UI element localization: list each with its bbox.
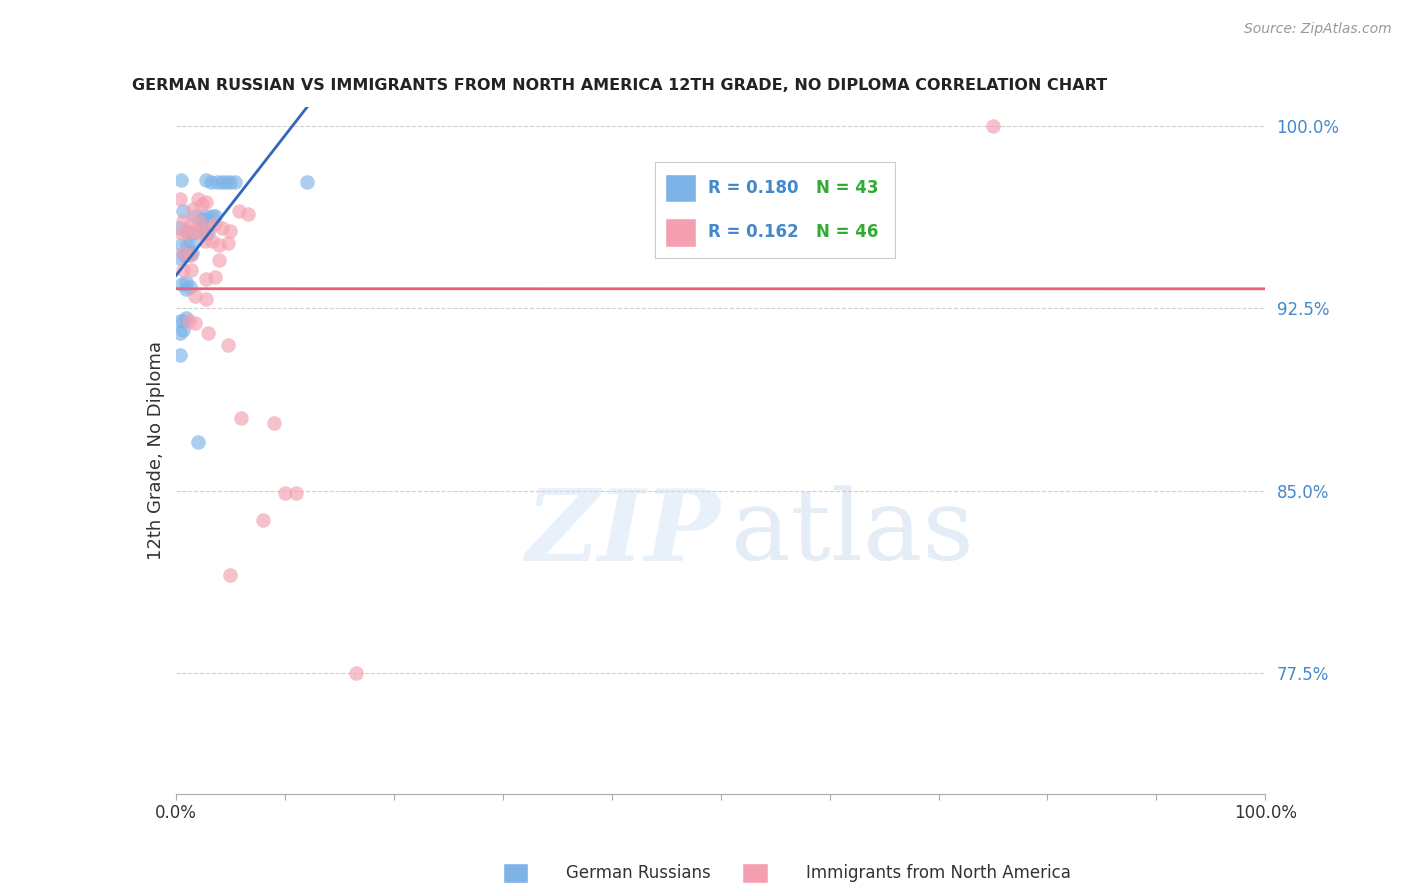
Point bbox=[204, 217, 226, 231]
Point bbox=[181, 245, 204, 260]
Point bbox=[174, 311, 197, 326]
Y-axis label: 12th Grade, No Diploma: 12th Grade, No Diploma bbox=[146, 341, 165, 560]
Point bbox=[184, 289, 207, 303]
Point bbox=[184, 316, 207, 330]
Point bbox=[181, 224, 204, 238]
Point bbox=[211, 221, 233, 235]
Point bbox=[284, 486, 307, 500]
Point bbox=[219, 224, 242, 238]
Point bbox=[169, 326, 191, 340]
Point bbox=[195, 194, 218, 209]
Point bbox=[197, 211, 219, 226]
Point bbox=[180, 248, 202, 262]
Point bbox=[186, 192, 209, 206]
Point bbox=[197, 221, 219, 235]
Point bbox=[179, 245, 201, 260]
Text: N = 46: N = 46 bbox=[815, 223, 879, 241]
Point bbox=[187, 214, 209, 228]
Point bbox=[204, 269, 226, 284]
Point bbox=[176, 238, 198, 252]
Point bbox=[180, 235, 202, 250]
Point bbox=[263, 416, 285, 430]
Point bbox=[170, 226, 193, 240]
Text: R = 0.162: R = 0.162 bbox=[709, 223, 799, 241]
Point bbox=[205, 175, 228, 189]
Point bbox=[169, 192, 191, 206]
Text: Source: ZipAtlas.com: Source: ZipAtlas.com bbox=[1244, 22, 1392, 37]
Point bbox=[177, 313, 200, 327]
Point bbox=[184, 209, 207, 223]
Point bbox=[236, 207, 259, 221]
Point bbox=[172, 204, 194, 219]
Point bbox=[195, 272, 218, 286]
Point bbox=[219, 568, 242, 582]
Point bbox=[344, 665, 367, 680]
Point bbox=[172, 262, 194, 277]
Point bbox=[174, 275, 197, 289]
Point bbox=[224, 175, 246, 189]
Point bbox=[204, 209, 226, 223]
Point bbox=[219, 175, 242, 189]
Text: N = 43: N = 43 bbox=[815, 179, 879, 197]
Point bbox=[172, 245, 194, 260]
Point bbox=[172, 214, 194, 228]
Point bbox=[197, 226, 219, 240]
Text: Immigrants from North America: Immigrants from North America bbox=[806, 864, 1070, 882]
Point bbox=[173, 248, 195, 262]
Point bbox=[181, 226, 204, 240]
Text: R = 0.180: R = 0.180 bbox=[709, 179, 799, 197]
Point bbox=[169, 313, 191, 327]
Point bbox=[195, 292, 218, 306]
Point bbox=[228, 204, 250, 219]
Point bbox=[174, 282, 197, 296]
Point bbox=[194, 226, 217, 240]
Point bbox=[177, 248, 200, 262]
Point bbox=[211, 175, 233, 189]
Point bbox=[274, 486, 297, 500]
Point bbox=[201, 209, 224, 223]
Text: GERMAN RUSSIAN VS IMMIGRANTS FROM NORTH AMERICA 12TH GRADE, NO DIPLOMA CORRELATI: GERMAN RUSSIAN VS IMMIGRANTS FROM NORTH … bbox=[132, 78, 1108, 94]
Point bbox=[170, 173, 193, 187]
Point bbox=[215, 175, 238, 189]
Point bbox=[186, 434, 209, 449]
Point bbox=[252, 513, 274, 527]
Point bbox=[180, 217, 202, 231]
Point bbox=[169, 221, 191, 235]
Point bbox=[208, 238, 231, 252]
Bar bbox=[665, 174, 696, 202]
Point bbox=[172, 323, 194, 337]
Point bbox=[179, 279, 201, 293]
Bar bbox=[665, 218, 696, 246]
Point bbox=[194, 209, 217, 223]
Point bbox=[194, 234, 217, 248]
Point bbox=[180, 262, 202, 277]
Point bbox=[295, 175, 318, 189]
Point bbox=[172, 277, 194, 292]
Point bbox=[169, 348, 191, 362]
Point bbox=[231, 410, 253, 425]
Point bbox=[191, 197, 214, 211]
Point bbox=[181, 202, 204, 216]
Point bbox=[208, 252, 231, 267]
Point bbox=[191, 211, 214, 226]
Point bbox=[981, 120, 1004, 134]
Point bbox=[176, 224, 198, 238]
Point bbox=[176, 226, 198, 240]
Point bbox=[186, 224, 209, 238]
Point bbox=[172, 313, 194, 327]
Point bbox=[197, 326, 219, 340]
Text: German Russians: German Russians bbox=[567, 864, 710, 882]
Point bbox=[169, 251, 191, 265]
Point bbox=[217, 338, 239, 352]
Text: ZIP: ZIP bbox=[526, 484, 721, 581]
Point bbox=[195, 173, 218, 187]
Point bbox=[188, 226, 211, 240]
Point bbox=[217, 235, 239, 250]
Point bbox=[170, 238, 193, 252]
Point bbox=[201, 234, 224, 248]
Point bbox=[200, 175, 222, 189]
Point bbox=[191, 221, 214, 235]
Text: atlas: atlas bbox=[731, 485, 974, 581]
